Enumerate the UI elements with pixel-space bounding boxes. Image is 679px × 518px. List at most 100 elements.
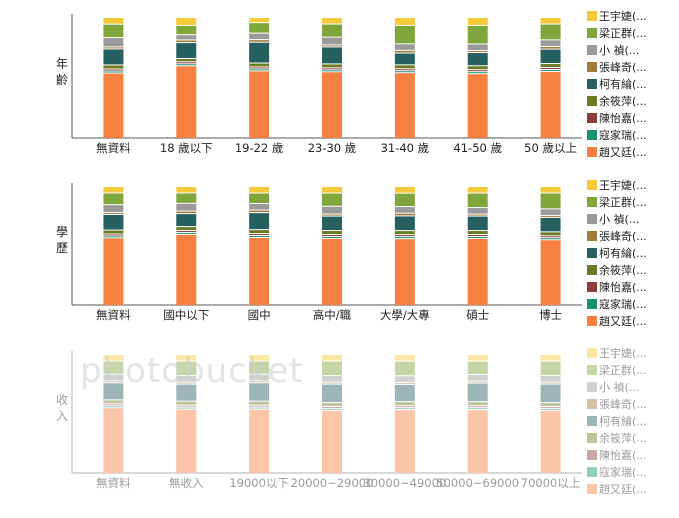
bar-segment: 陳怡嘉 1.5 <box>467 70 488 72</box>
y-axis-label: 年 <box>56 57 68 71</box>
bar-segment: 趙又廷 48 <box>467 410 488 473</box>
bar-segment: 王宇婕 5 <box>467 187 488 193</box>
bar-segment: 梁正群 10 <box>322 24 342 37</box>
bar-segment: 張峰奇 1.5 <box>467 381 488 383</box>
bar-segment: 梁正群 8 <box>249 23 270 33</box>
legend-label: 余筱萍(... <box>599 431 647 445</box>
legend-swatch <box>587 248 597 258</box>
x-tick-label: 18 歲以下 <box>160 141 213 155</box>
bar-segment: 小 禎 6 <box>176 203 197 211</box>
x-tick-label: 50000~69000 <box>436 476 519 490</box>
legend-label: 王宇婕(... <box>599 346 647 360</box>
bar-segment: 寇家瑞 1.5 <box>467 72 488 74</box>
bar-segment: 趙又廷 49 <box>467 74 488 138</box>
bar-segment: 余筱萍 3 <box>103 230 124 234</box>
legend-label: 張峰奇(... <box>599 398 647 411</box>
bar-segment: 寇家瑞 1.5 <box>103 406 124 408</box>
bar-segment: 余筱萍 3 <box>540 402 561 406</box>
bar-segment: 陳怡嘉 1.5 <box>467 234 488 236</box>
legend-swatch <box>587 316 597 326</box>
bar-segment: 柯有綸 11 <box>394 216 415 231</box>
bar-segment: 小 禎 5 <box>540 376 561 382</box>
chart-panel-1: 年齡趙又廷 49寇家瑞 1.5陳怡嘉 1.5余筱萍 3柯有綸 12張峰奇 1.5… <box>56 9 647 159</box>
bar-segment: 張峰奇 1.5 <box>103 381 124 383</box>
bar-segment: 小 禎 5 <box>540 209 561 215</box>
bar-segment: 趙又廷 50 <box>103 408 124 473</box>
bar-segment: 陳怡嘉 1.5 <box>176 62 197 64</box>
legend-swatch <box>587 130 597 140</box>
bar-segment: 柯有綸 13 <box>249 213 270 230</box>
legend-swatch <box>587 450 597 460</box>
bar-segment: 寇家瑞 1.5 <box>394 408 415 410</box>
y-axis-label: 入 <box>56 409 68 423</box>
bar-segment: 柯有綸 11 <box>467 216 488 231</box>
bar-segment: 小 禎 5 <box>322 376 342 382</box>
legend-label: 小 禎(... <box>599 381 639 394</box>
bar-segment: 梁正群 11 <box>176 361 197 376</box>
y-axis-label: 收 <box>56 393 68 407</box>
bar-segment: 王宇婕 5 <box>176 355 197 361</box>
bar-segment: 趙又廷 48 <box>322 410 342 473</box>
bar-segment: 小 禎 6 <box>322 37 342 45</box>
bar-segment: 梁正群 10 <box>103 24 124 38</box>
bar-segment: 寇家瑞 1.5 <box>249 236 270 237</box>
legend-swatch <box>587 265 597 275</box>
legend-swatch <box>587 399 597 409</box>
x-tick-label: 41-50 歲 <box>453 141 502 155</box>
bar-segment: 余筱萍 3 <box>540 232 561 236</box>
legend-swatch <box>587 96 597 106</box>
bar-segment: 寇家瑞 1.5 <box>322 70 342 72</box>
bar-segment: 趙又廷 52 <box>103 238 124 305</box>
legend-swatch <box>587 11 597 21</box>
legend-label: 寇家瑞(... <box>599 128 647 142</box>
x-tick-label: 無資料 <box>96 308 131 322</box>
bar-segment: 余筱萍 3 <box>322 64 342 68</box>
bar-segment: 陳怡嘉 1.5 <box>103 234 124 236</box>
bar-segment: 趙又廷 49 <box>249 409 270 473</box>
bar-segment: 張峰奇 1.5 <box>322 214 342 216</box>
bar-segment: 張峰奇 1.5 <box>540 382 561 384</box>
chart-panel-3: 收入趙又廷 50寇家瑞 1.5陳怡嘉 1.5余筱萍 3柯有綸 13張峰奇 1.5… <box>56 346 647 496</box>
legend-label: 余筱萍(... <box>599 94 647 108</box>
bar-segment: 柯有綸 14 <box>540 384 561 402</box>
x-tick-label: 31-40 歲 <box>381 141 430 155</box>
bar-segment: 梁正群 14 <box>467 25 488 44</box>
bar-segment: 王宇婕 5 <box>394 355 415 361</box>
bar-segment: 張峰奇 2 <box>176 211 197 214</box>
bar-segment: 梁正群 10 <box>249 361 270 374</box>
bar-segment: 余筱萍 3 <box>467 66 488 70</box>
bar-segment: 張峰奇 2 <box>540 46 561 49</box>
bar-segment: 王宇婕 6 <box>394 18 415 25</box>
bar-segment: 趙又廷 55 <box>176 66 197 138</box>
bar-segment: 張峰奇 2 <box>394 50 415 53</box>
legend-swatch <box>587 28 597 38</box>
x-tick-label: 50 歲以上 <box>524 141 577 155</box>
x-tick-label: 19000以下 <box>229 476 289 490</box>
bar-segment: 小 禎 5 <box>249 204 270 210</box>
bar-segment: 余筱萍 3 <box>322 231 342 234</box>
x-tick-label: 無資料 <box>96 141 131 155</box>
bar-segment: 柯有綸 14 <box>467 383 488 402</box>
legend-swatch <box>587 282 597 292</box>
legend-swatch <box>587 348 597 358</box>
bar-segment: 王宇婕 6 <box>176 18 197 25</box>
legend-label: 柯有綸(... <box>599 246 647 260</box>
bar-segment: 趙又廷 51 <box>467 238 488 305</box>
bar-segment: 王宇婕 5 <box>103 355 124 361</box>
bar-segment: 陳怡嘉 1.5 <box>176 230 197 232</box>
legend-swatch <box>587 79 597 89</box>
bar-segment: 陳怡嘉 1.5 <box>103 404 124 406</box>
bar-segment: 小 禎 4 <box>176 35 197 40</box>
bar-segment: 趙又廷 55 <box>176 234 197 305</box>
bar-segment: 柯有綸 14 <box>322 384 342 402</box>
x-tick-label: 19-22 歲 <box>235 141 284 155</box>
legend-label: 陳怡嘉(... <box>599 448 647 462</box>
bar-segment: 陳怡嘉 1.5 <box>467 406 488 408</box>
bar-segment: 寇家瑞 1.5 <box>322 236 342 238</box>
bar-segment: 王宇婕 5 <box>467 355 488 361</box>
bar-segment: 張峰奇 1.5 <box>467 214 488 216</box>
legend-swatch <box>587 113 597 123</box>
bar-segment: 柯有綸 13 <box>103 383 124 400</box>
bar-segment: 陳怡嘉 1.5 <box>322 68 342 70</box>
